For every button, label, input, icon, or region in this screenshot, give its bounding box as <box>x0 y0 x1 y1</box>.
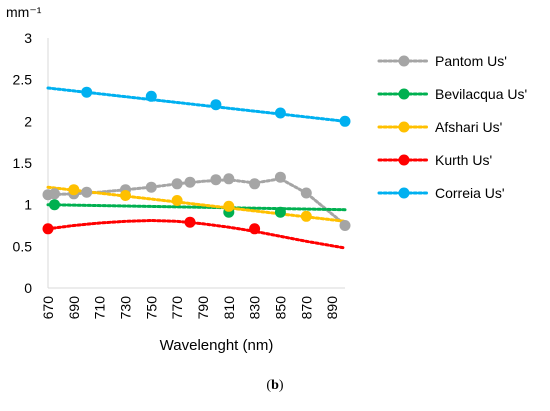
figure-caption: (b) <box>0 378 550 394</box>
data-point <box>145 181 157 193</box>
data-point <box>249 223 261 235</box>
data-point <box>300 210 312 222</box>
data-point <box>210 174 222 186</box>
data-point <box>223 200 235 212</box>
legend-label: Pantom Us' <box>435 53 507 69</box>
series-trendline <box>46 86 347 123</box>
x-tick-label: 870 <box>298 296 314 320</box>
legend-marker <box>398 154 410 166</box>
data-point <box>339 115 351 127</box>
data-point <box>145 90 157 102</box>
data-point <box>300 187 312 199</box>
legend-label: Afshari Us' <box>435 119 502 135</box>
y-tick-label: 0.5 <box>13 238 33 254</box>
data-point <box>49 199 60 211</box>
legend-marker <box>398 187 410 199</box>
caption-close: ) <box>278 378 284 393</box>
y-tick-label: 1 <box>24 197 32 213</box>
caption-letter: b <box>271 378 279 393</box>
x-tick-label: 770 <box>169 296 185 320</box>
data-point <box>184 216 196 228</box>
series-trendline <box>46 185 347 223</box>
x-tick-label: 710 <box>92 296 108 320</box>
series-trendline <box>46 203 347 212</box>
data-point <box>120 190 131 201</box>
data-point <box>171 195 183 206</box>
data-point <box>249 178 261 190</box>
data-point <box>210 99 222 111</box>
unit-label: mm⁻¹ <box>6 4 42 20</box>
x-axis-title: Wavelenght (nm) <box>160 337 274 354</box>
x-tick-label: 730 <box>117 296 133 320</box>
data-point <box>274 206 286 218</box>
data-point <box>223 173 235 185</box>
legend-marker <box>398 55 410 67</box>
series-trendline <box>46 177 347 227</box>
x-tick-label: 890 <box>324 296 340 320</box>
data-point <box>49 188 60 200</box>
y-tick-label: 1.5 <box>13 155 33 171</box>
data-point <box>274 171 286 183</box>
series-trendline <box>46 218 347 250</box>
x-tick-label: 670 <box>40 296 56 320</box>
data-point <box>81 86 93 98</box>
legend-marker <box>398 88 410 100</box>
x-tick-label: 750 <box>143 296 159 320</box>
y-tick-label: 0 <box>24 280 32 296</box>
x-tick-label: 810 <box>221 296 237 320</box>
caption-open: ( <box>266 378 272 393</box>
data-point <box>171 178 183 190</box>
data-point <box>68 184 80 196</box>
x-tick-label: 850 <box>272 296 288 320</box>
y-tick-label: 2.5 <box>13 72 33 88</box>
data-point <box>274 107 286 119</box>
legend-label: Kurth Us' <box>435 152 492 168</box>
y-tick-label: 2 <box>24 113 32 129</box>
legend-marker <box>398 121 410 133</box>
legend-label: Correia Us' <box>435 185 505 201</box>
x-tick-label: 790 <box>195 296 211 320</box>
x-tick-label: 830 <box>247 296 263 320</box>
data-point <box>81 186 93 198</box>
x-tick-label: 690 <box>66 296 82 320</box>
y-tick-label: 3 <box>24 30 32 46</box>
legend-label: Bevilacqua Us' <box>435 86 527 102</box>
data-point <box>42 223 54 235</box>
data-point <box>184 176 196 188</box>
data-point <box>339 220 351 231</box>
